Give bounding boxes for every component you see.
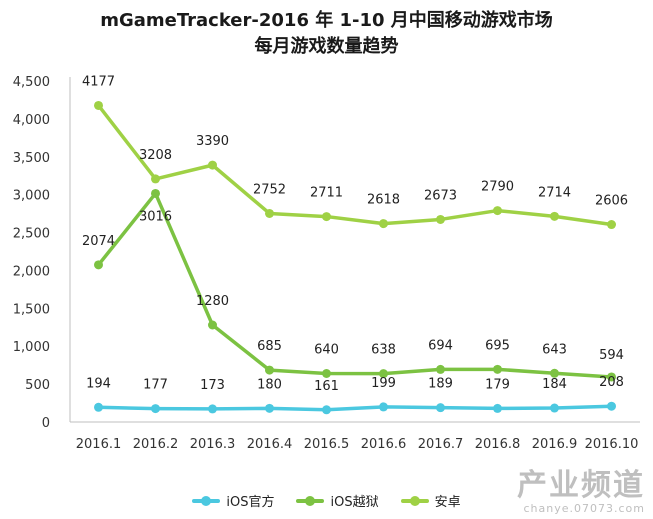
series-2-point (208, 160, 217, 170)
series-0-point (607, 401, 616, 411)
series-2-point (607, 220, 616, 230)
series-0-point (493, 403, 502, 413)
series-2-point (550, 211, 559, 221)
data-label: 2711 (310, 186, 343, 201)
data-label: 3208 (139, 148, 172, 163)
series-0-point (379, 402, 388, 412)
data-label: 179 (485, 377, 510, 392)
series-0-point (265, 403, 274, 413)
data-label: 3390 (196, 134, 229, 149)
legend-item: 安卓 (400, 491, 461, 510)
data-label: 643 (542, 342, 567, 357)
chart-legend: iOS官方 iOS越狱 安卓 (0, 491, 653, 510)
data-label: 199 (371, 376, 396, 391)
watermark: 产业频道 chanye.07073.com (517, 468, 645, 516)
chart-subtitle: 每月游戏数量趋势 (254, 36, 399, 57)
series-1-point (94, 260, 103, 270)
y-tick-label: 4,000 (13, 113, 50, 128)
x-tick-label: 2016.8 (475, 437, 521, 452)
series-2-point (94, 100, 103, 110)
data-label: 638 (371, 343, 396, 358)
series-0-point (151, 404, 160, 414)
series-0-point (322, 405, 331, 415)
x-tick-label: 2016.4 (247, 437, 293, 452)
data-label: 208 (599, 375, 624, 390)
series-1-point (151, 188, 160, 198)
y-tick-label: 500 (25, 378, 50, 393)
x-tick-label: 2016.9 (532, 437, 578, 452)
data-label: 2618 (367, 193, 400, 208)
series-2-point (151, 174, 160, 184)
data-label: 1280 (196, 294, 229, 309)
data-label: 640 (314, 343, 339, 358)
series-line-0 (96, 404, 614, 412)
series-1-point (493, 364, 502, 374)
legend-swatch (400, 495, 429, 506)
data-label: 3016 (139, 209, 172, 224)
series-0-point (208, 404, 217, 414)
chart-title: mGameTracker-2016 年 1-10 月中国移动游戏市场 (100, 10, 553, 31)
data-label: 685 (257, 339, 282, 354)
data-label: 594 (599, 348, 624, 363)
data-label: 194 (86, 376, 111, 391)
x-tick-label: 2016.3 (190, 437, 236, 452)
y-tick-label: 4,500 (13, 75, 50, 90)
x-tick-label: 2016.2 (133, 437, 179, 452)
data-label: 2752 (253, 182, 286, 197)
data-label: 189 (428, 377, 453, 392)
series-line-1 (96, 191, 614, 379)
y-tick-label: 0 (42, 416, 50, 431)
y-tick-label: 2,000 (13, 264, 50, 279)
y-tick-label: 3,000 (13, 189, 50, 204)
x-tick-label: 2016.1 (76, 437, 122, 452)
series-1-point (322, 369, 331, 379)
legend-label: 安卓 (434, 495, 461, 510)
data-label: 2606 (595, 194, 628, 209)
data-label: 177 (143, 378, 168, 393)
data-label: 695 (485, 338, 510, 353)
legend-swatch (192, 495, 221, 506)
data-label: 4177 (82, 74, 115, 89)
x-tick-label: 2016.5 (304, 437, 350, 452)
series-0-point (550, 403, 559, 413)
series-1-point (607, 372, 616, 382)
legend-label: iOS官方 (226, 495, 275, 510)
data-label: 2673 (424, 188, 457, 203)
series-0-point (94, 402, 103, 412)
data-label: 2790 (481, 180, 514, 195)
data-label: 2714 (538, 185, 571, 200)
series-2-point (265, 208, 274, 218)
series-2-point (322, 212, 331, 222)
y-tick-label: 1,000 (13, 340, 50, 355)
legend-item: iOS越狱 (296, 491, 379, 510)
series-2-point (379, 219, 388, 229)
series-1-point (436, 364, 445, 374)
watermark-url: chanye.07073.com (523, 502, 645, 515)
data-label: 173 (200, 378, 225, 393)
series-1-point (379, 369, 388, 379)
data-label: 161 (314, 379, 339, 394)
watermark-logo-text: 产业频道 (517, 468, 645, 503)
y-tick-label: 1,500 (13, 302, 50, 317)
series-1-point (265, 365, 274, 375)
legend-swatch (296, 495, 325, 506)
x-tick-label: 2016.6 (361, 437, 407, 452)
data-label: 180 (257, 377, 282, 392)
series-2-point (493, 206, 502, 216)
series-line-2 (96, 103, 614, 227)
x-tick-label: 2016.10 (585, 437, 639, 452)
series-0-point (436, 403, 445, 413)
y-tick-label: 3,500 (13, 151, 50, 166)
data-label: 694 (428, 338, 453, 353)
data-label: 184 (542, 377, 567, 392)
legend-item: iOS官方 (192, 491, 274, 510)
series-2-point (436, 214, 445, 224)
series-1-point (208, 320, 217, 330)
y-tick-label: 2,500 (13, 227, 50, 242)
legend-label: iOS越狱 (330, 495, 379, 510)
series-1-point (550, 368, 559, 378)
x-tick-label: 2016.7 (418, 437, 464, 452)
data-label: 2074 (82, 234, 115, 249)
